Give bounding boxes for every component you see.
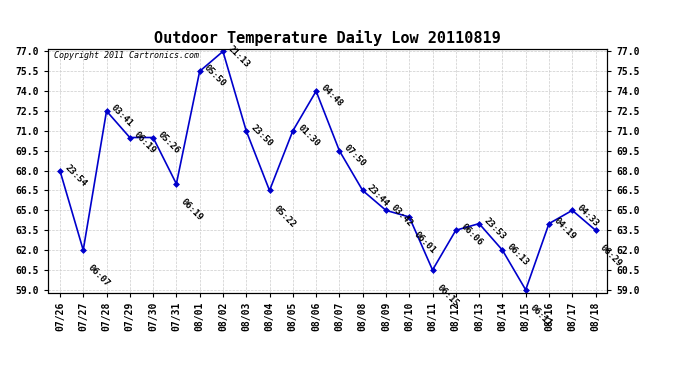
Text: 06:11: 06:11 [529, 303, 554, 328]
Text: 05:22: 05:22 [273, 204, 297, 229]
Text: 04:33: 04:33 [575, 202, 600, 228]
Text: 23:54: 23:54 [63, 163, 88, 188]
Title: Outdoor Temperature Daily Low 20110819: Outdoor Temperature Daily Low 20110819 [155, 30, 501, 46]
Text: 06:07: 06:07 [86, 263, 111, 288]
Text: 06:15: 06:15 [435, 283, 461, 308]
Text: 06:13: 06:13 [505, 242, 531, 268]
Text: 23:53: 23:53 [482, 216, 507, 241]
Text: 03:42: 03:42 [388, 202, 414, 228]
Text: 06:19: 06:19 [132, 130, 158, 155]
Text: 21:13: 21:13 [226, 44, 251, 69]
Text: 06:06: 06:06 [459, 222, 484, 248]
Text: 06:29: 06:29 [598, 243, 624, 268]
Text: 05:50: 05:50 [202, 63, 228, 89]
Text: 23:44: 23:44 [366, 183, 391, 208]
Text: 01:30: 01:30 [295, 123, 321, 148]
Text: 07:50: 07:50 [342, 143, 368, 168]
Text: 04:19: 04:19 [552, 216, 577, 241]
Text: 03:41: 03:41 [109, 103, 135, 129]
Text: 04:48: 04:48 [319, 83, 344, 109]
Text: 05:26: 05:26 [156, 130, 181, 155]
Text: 23:50: 23:50 [249, 123, 275, 148]
Text: Copyright 2011 Cartronics.com: Copyright 2011 Cartronics.com [54, 51, 199, 60]
Text: 06:01: 06:01 [412, 230, 437, 255]
Text: 06:19: 06:19 [179, 197, 204, 222]
